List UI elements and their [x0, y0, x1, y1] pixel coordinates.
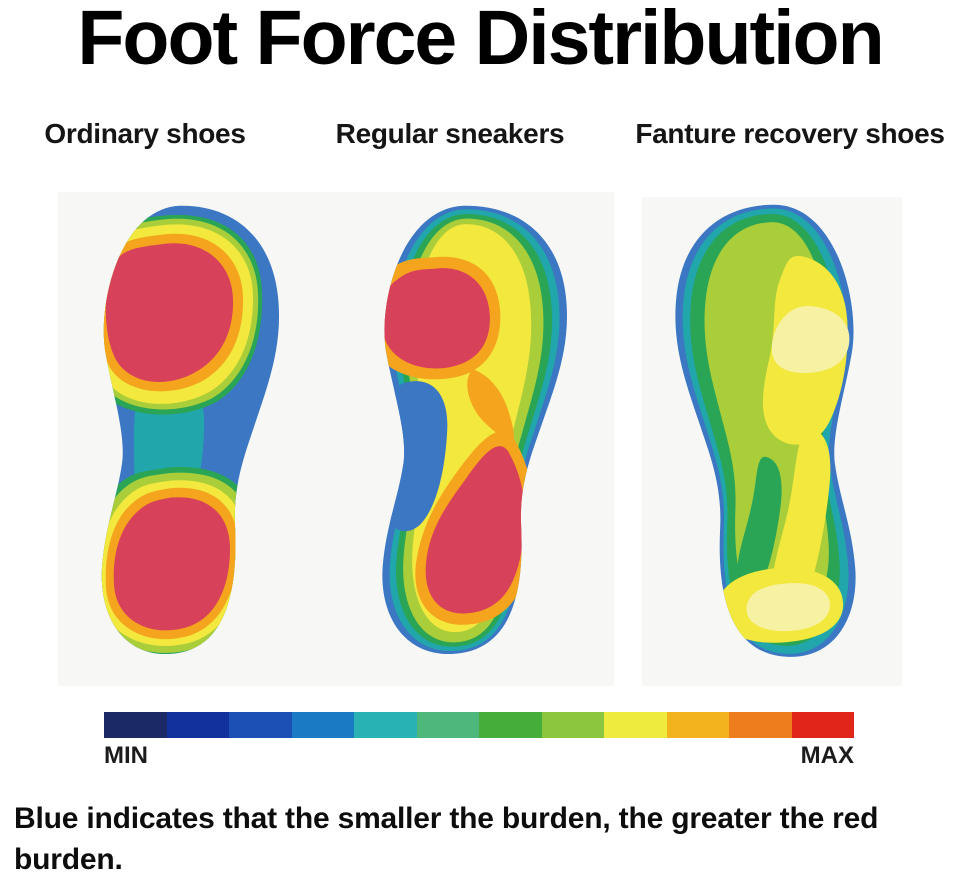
- legend-segment: [354, 712, 417, 738]
- caption-text: Blue indicates that the smaller the burd…: [14, 802, 879, 876]
- legend-max-label: MAX: [800, 742, 854, 769]
- legend-min-label: MIN: [104, 742, 148, 769]
- pressure-zones-regular: [382, 209, 560, 652]
- zone-yellow-mid-band: [772, 428, 831, 613]
- zone-orange-streak: [467, 369, 514, 449]
- legend-bar: [104, 712, 854, 738]
- zone-red-heel-core: [113, 497, 230, 631]
- legend-segment: [791, 712, 854, 738]
- legend-segment: [541, 712, 604, 738]
- zone-red-forefoot-core: [382, 268, 490, 369]
- zone-pale-yellow-heel: [746, 583, 830, 632]
- legend-segment: [479, 712, 542, 738]
- footprint-heatmap-fanture-recovery-shoes: [675, 204, 856, 657]
- pressure-zones-fanture: [682, 208, 850, 654]
- zone-red-heel-core: [425, 446, 525, 614]
- column-label-ordinary-shoes: Ordinary shoes: [44, 118, 246, 149]
- footprint-heatmap-ordinary-shoes: [101, 205, 280, 655]
- column-label-fanture-recovery-shoes: Fanture recovery shoes: [635, 118, 945, 149]
- column-label-regular-sneakers: Regular sneakers: [335, 118, 565, 149]
- legend-segment: [166, 712, 229, 738]
- footprint-heatmap-regular-sneakers: [382, 205, 567, 655]
- pressure-zones-ordinary: [101, 214, 263, 655]
- heatmap-panel-right: [642, 197, 902, 686]
- legend-segment: [416, 712, 479, 738]
- legend-segment: [666, 712, 729, 738]
- page-title: Foot Force Distribution: [77, 0, 884, 81]
- legend-segment: [229, 712, 292, 738]
- legend-segment: [729, 712, 792, 738]
- legend-labels: MIN MAX: [104, 742, 854, 770]
- legend-segment: [104, 712, 167, 738]
- zone-green-midfoot-wisp: [737, 456, 782, 593]
- legend-segment: [604, 712, 667, 738]
- legend-segment: [291, 712, 354, 738]
- zone-pale-yellow-forefoot: [771, 305, 850, 373]
- zone-red-forefoot-core: [105, 243, 234, 382]
- heatmap-panel-left: [58, 192, 614, 686]
